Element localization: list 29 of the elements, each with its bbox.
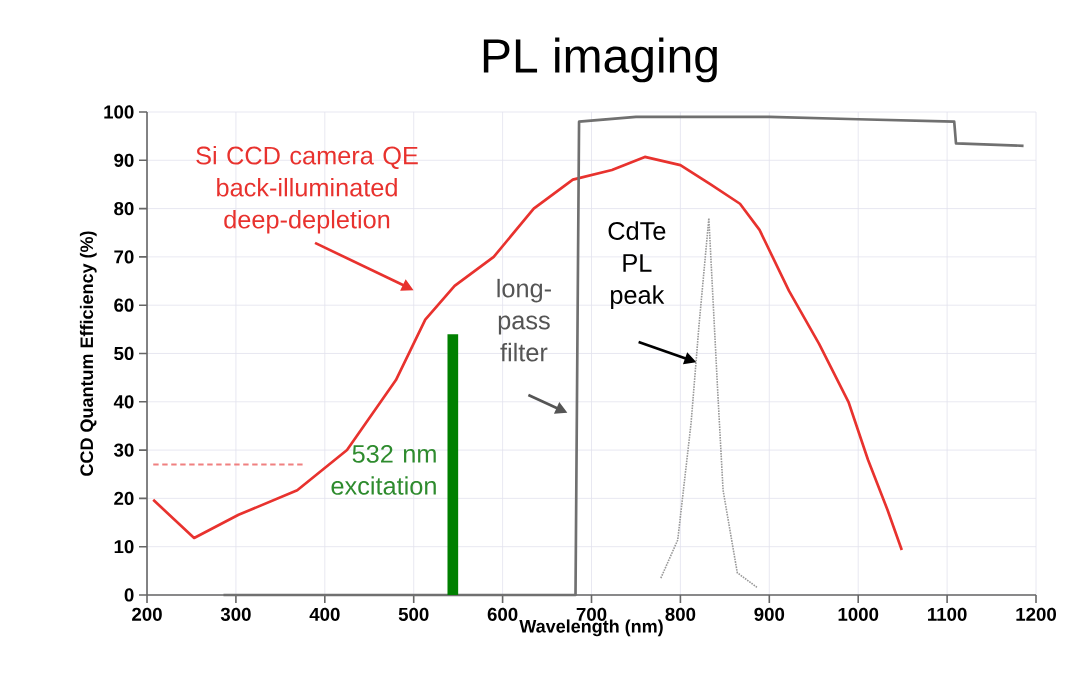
x-tick-label: 1100	[928, 607, 967, 621]
x-axis-title: Wavelength (nm)	[519, 619, 663, 637]
y-tick-label: 60	[114, 298, 134, 312]
y-tick-label: 50	[114, 346, 134, 361]
annotation: 532 nm excitation	[331, 444, 436, 495]
chart-title: PL imaging	[483, 37, 717, 83]
y-axis-title: CCD Quantum Efficiency (%)	[79, 231, 97, 476]
y-tick-label: 30	[113, 443, 134, 457]
x-tick-label: 300	[220, 607, 251, 621]
y-tick-label: 40	[113, 395, 134, 409]
y-tick-label: 10	[114, 540, 134, 554]
x-tick-label: 1000	[838, 607, 879, 621]
y-tick-label: 70	[114, 250, 134, 264]
y-tick-label: 0	[124, 588, 134, 602]
x-tick-label: 900	[754, 607, 785, 621]
annotation: Si CCD camera QE back-illuminated deep-depletion	[196, 145, 418, 234]
x-tick-label: 400	[309, 607, 340, 621]
y-tick-label: 90	[114, 153, 134, 167]
x-tick-label: 800	[665, 607, 696, 621]
x-tick-label: 1200	[1016, 607, 1056, 621]
y-tick-label: 80	[114, 201, 134, 216]
x-tick-label: 600	[487, 607, 518, 621]
x-tick-label: 700	[576, 607, 607, 621]
x-tick-label: 500	[398, 607, 429, 621]
annotation: long-pass filter	[497, 278, 551, 362]
annotation: CdTe PL peak	[608, 221, 666, 309]
y-tick-label: 100	[104, 105, 134, 119]
y-tick-label: 20	[114, 491, 134, 505]
x-tick-label: 200	[132, 607, 162, 621]
